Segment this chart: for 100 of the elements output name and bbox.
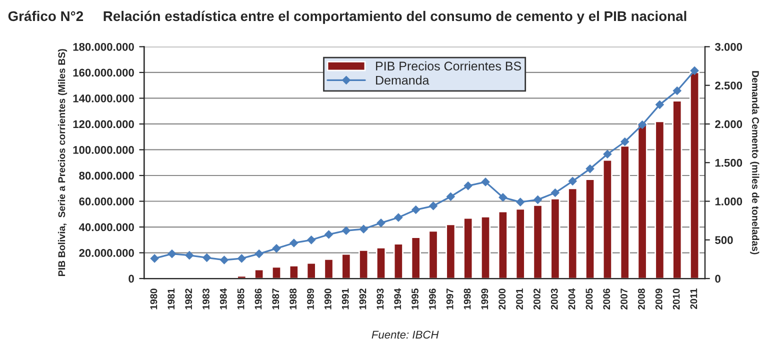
point [620,138,629,146]
y2-tick-label: 500 [715,236,733,244]
point [534,196,542,204]
x-tick-label: 1980 [150,288,158,310]
y2-axis-title: Demanda Cemento (miles de toneladas) [750,71,760,254]
bar [324,258,334,279]
point [376,218,386,228]
bar [602,159,612,279]
x-tick-label: 2006 [603,288,610,310]
x-tick-label: 1986 [254,288,262,310]
bar [463,217,474,279]
x-tick-label: 1992 [359,288,366,310]
bar [689,72,700,279]
point [568,177,577,186]
bar [393,243,404,279]
y-tick-label: 60.000.000 [79,198,134,206]
x-tick-label: 1987 [272,288,280,310]
point [342,226,350,235]
point [412,206,420,214]
bar [446,224,456,279]
x-tick-label: 1999 [481,288,488,310]
x-tick-label: 2011 [690,288,698,310]
x-tick-label: 2008 [638,288,645,310]
x-tick-label: 1995 [412,288,418,310]
x-tick-label: 2005 [586,288,593,310]
y-tick-label: 80.000.000 [79,172,134,180]
point [516,198,524,206]
y-tick-label: 140.000.000 [73,94,134,102]
bar [637,122,648,279]
x-tick-label: 2004 [568,288,576,310]
bar [584,178,596,279]
bar [376,246,386,279]
point [254,250,264,258]
point [185,251,194,260]
point [202,254,211,262]
point [464,182,472,190]
bar [306,262,316,279]
point [446,192,455,201]
y-tick-label: 160.000.000 [73,68,134,77]
x-tick-label: 2007 [620,288,628,310]
x-tick-label: 1989 [307,288,314,310]
point [290,238,298,248]
x-tick-label: 1984 [220,288,227,310]
bar [550,198,560,279]
y2-tick-label: 1.000 [715,198,742,206]
y-tick-label: 40.000.000 [78,223,134,232]
x-tick-label: 1996 [428,288,436,310]
point [551,188,560,197]
bar [480,216,491,279]
legend-label: Demanda [376,76,430,85]
x-tick-label: 2010 [672,288,680,310]
point [481,178,490,186]
y-tick-label: 20.000.000 [79,249,134,257]
x-tick-label: 1988 [290,288,297,310]
x-tick-label: 1994 [394,288,402,310]
x-tick-label: 1993 [376,288,384,310]
point [359,224,368,234]
point [603,150,612,158]
point [638,120,646,129]
bar [654,120,665,279]
point [690,66,699,75]
point [394,213,403,222]
y2-tick-label: 3.000 [714,42,742,51]
legend-label: PIB Precios Corrientes BS [376,61,522,71]
x-tick-label: 2002 [534,288,540,310]
x-tick-label: 2001 [516,288,523,310]
point [656,100,664,109]
point [238,254,246,263]
y2-tick-label: 2.500 [715,82,742,90]
x-tick-label: 1997 [446,288,454,310]
y-tick-label: 100.000.000 [73,146,134,154]
point [168,250,176,258]
y-tick-label: 120.000.000 [73,120,134,128]
bar [620,145,630,279]
x-tick-label: 2009 [655,288,662,310]
bar [498,210,508,279]
x-tick-label: 2003 [550,288,558,310]
chart-title: Gráfico N°2 Relación estadística entre el comportamiento del consumo de cemento y el PIB nacional [8,10,686,24]
y-tick-label: 0 [128,274,134,283]
bar [410,236,421,279]
bar [672,100,682,279]
point [429,202,438,210]
x-tick-label: 1982 [185,288,192,310]
point [498,193,508,202]
source-note: Fuente: IBCH [372,330,439,339]
bar [254,268,264,279]
y-tick-label: 180.000.000 [73,42,134,51]
x-tick-label: 1998 [464,288,471,310]
y2-tick-label: 0 [715,274,720,283]
point [586,164,594,173]
x-tick-label: 1985 [237,288,244,310]
bar [271,266,282,279]
bar [568,188,578,279]
point [220,256,228,264]
y-axis-title: PIB Bolivia, Serie a Precios corrientes (Miles BS) [58,49,68,276]
x-tick-label: 1991 [342,288,349,310]
point [672,86,682,95]
y2-tick-label: 2.000 [715,120,742,128]
bar [358,250,369,279]
bar [532,204,543,279]
